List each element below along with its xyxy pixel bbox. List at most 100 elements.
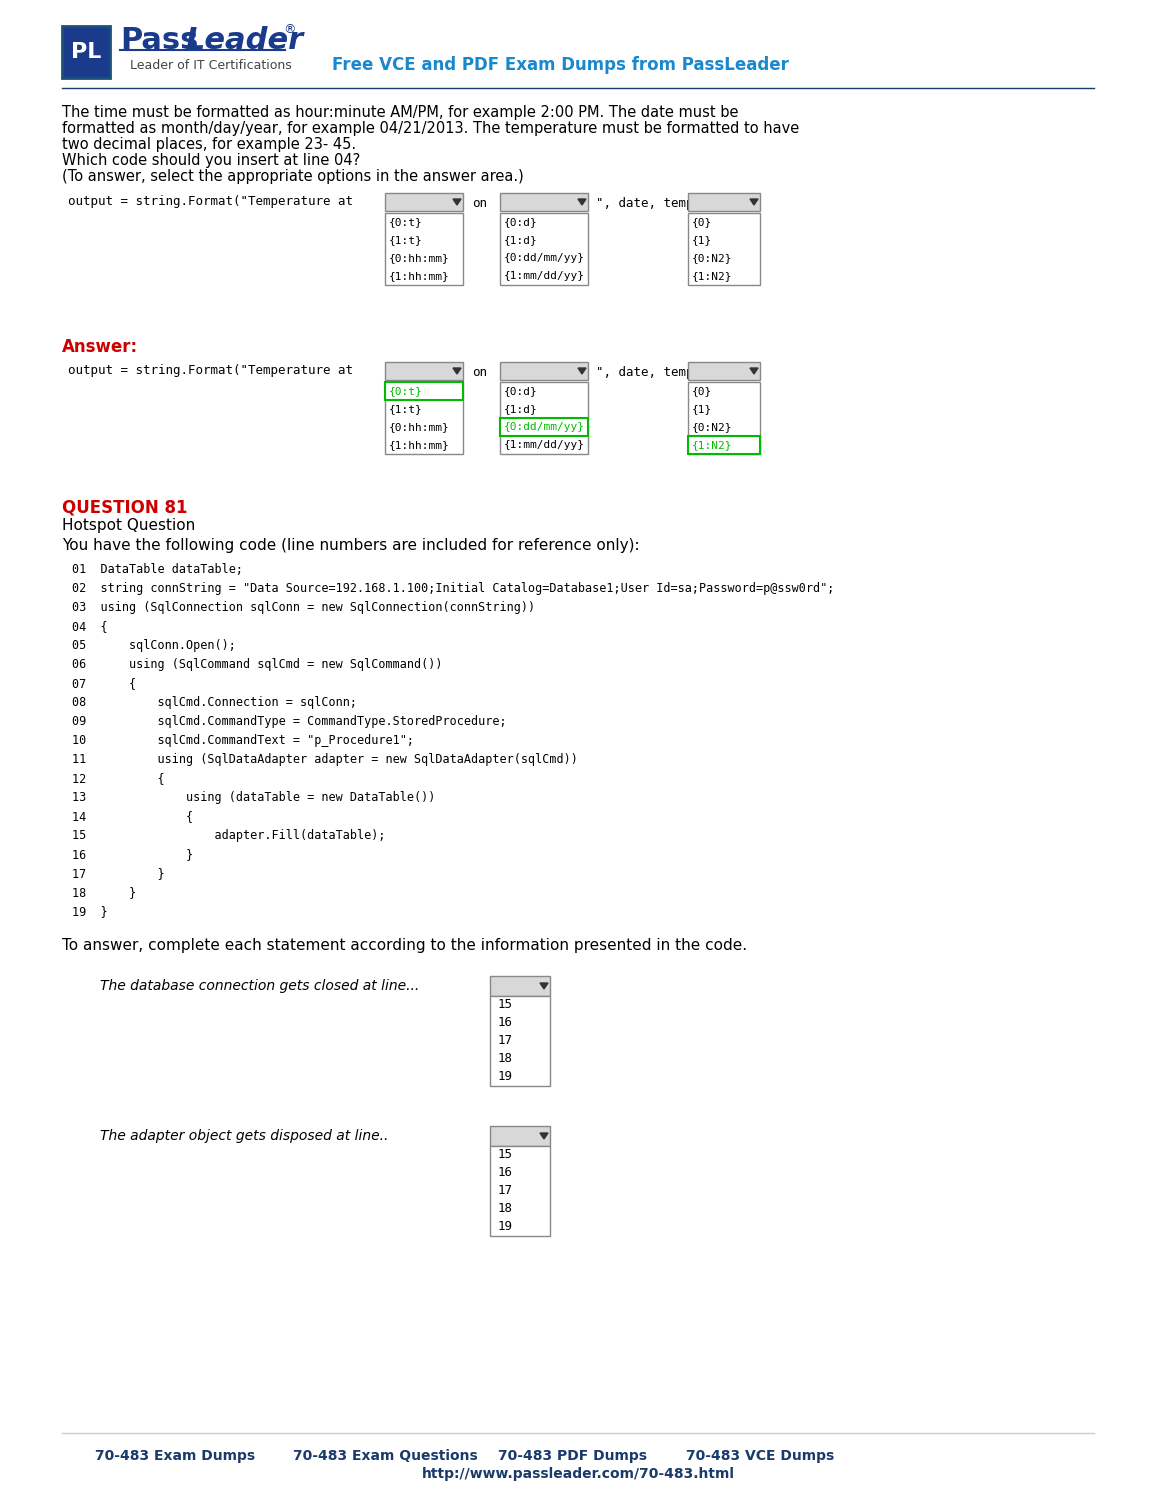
Bar xyxy=(501,193,588,211)
Text: {0}: {0} xyxy=(692,217,712,227)
Text: on: on xyxy=(472,197,487,209)
Text: 08          sqlCmd.Connection = sqlConn;: 08 sqlCmd.Connection = sqlConn; xyxy=(72,696,357,709)
Text: 18: 18 xyxy=(498,1053,513,1065)
Text: 09          sqlCmd.CommandType = CommandType.StoredProcedure;: 09 sqlCmd.CommandType = CommandType.Stor… xyxy=(72,715,506,729)
Text: 16: 16 xyxy=(498,1167,513,1179)
Text: Leader of IT Certifications: Leader of IT Certifications xyxy=(129,58,291,72)
Text: To answer, complete each statement according to the information presented in the: To answer, complete each statement accor… xyxy=(62,938,747,953)
Bar xyxy=(385,381,464,399)
Text: 19  }: 19 } xyxy=(72,905,108,919)
Text: {1}: {1} xyxy=(692,404,712,414)
Bar xyxy=(385,193,464,211)
Text: 16: 16 xyxy=(498,1016,513,1029)
Text: {1:hh:mm}: {1:hh:mm} xyxy=(390,271,450,281)
Text: {1}: {1} xyxy=(692,235,712,245)
Text: 70-483 Exam Dumps: 70-483 Exam Dumps xyxy=(95,1450,255,1463)
Text: output = string.Format("Temperature at: output = string.Format("Temperature at xyxy=(68,364,353,377)
Polygon shape xyxy=(453,368,461,374)
Text: two decimal places, for example 23- 45.: two decimal places, for example 23- 45. xyxy=(62,138,356,153)
Bar xyxy=(490,1126,550,1146)
Bar xyxy=(688,435,759,453)
Text: ", date, temp): ", date, temp) xyxy=(596,197,701,209)
Text: 16              }: 16 } xyxy=(72,848,193,862)
Text: on: on xyxy=(472,367,487,378)
Text: 18      }: 18 } xyxy=(72,886,136,899)
Text: (To answer, select the appropriate options in the answer area.): (To answer, select the appropriate optio… xyxy=(62,169,524,184)
Text: {1:mm/dd/yy}: {1:mm/dd/yy} xyxy=(504,271,585,281)
Text: {0:d}: {0:d} xyxy=(504,217,538,227)
Text: formatted as month/day/year, for example 04/21/2013. The temperature must be for: formatted as month/day/year, for example… xyxy=(62,121,799,136)
Text: 02  string connString = "Data Source=192.168.1.100;Initial Catalog=Database1;Use: 02 string connString = "Data Source=192.… xyxy=(72,582,835,595)
Text: {1:d}: {1:d} xyxy=(504,235,538,245)
Polygon shape xyxy=(578,368,586,374)
Text: Free VCE and PDF Exam Dumps from PassLeader: Free VCE and PDF Exam Dumps from PassLea… xyxy=(332,55,788,73)
Text: 17: 17 xyxy=(498,1035,513,1047)
Text: 18: 18 xyxy=(498,1203,513,1215)
Text: {0:N2}: {0:N2} xyxy=(692,253,733,263)
Text: {1:N2}: {1:N2} xyxy=(692,440,733,450)
Text: output = string.Format("Temperature at: output = string.Format("Temperature at xyxy=(68,194,353,208)
Text: 17: 17 xyxy=(498,1185,513,1197)
Text: Pass: Pass xyxy=(120,25,199,54)
Text: You have the following code (line numbers are included for reference only):: You have the following code (line number… xyxy=(62,539,639,554)
Text: Which code should you insert at line 04?: Which code should you insert at line 04? xyxy=(62,153,361,168)
Bar xyxy=(688,212,759,286)
Text: {0:N2}: {0:N2} xyxy=(692,422,733,432)
Text: {0:dd/mm/yy}: {0:dd/mm/yy} xyxy=(504,253,585,263)
Text: Answer:: Answer: xyxy=(62,338,138,356)
Text: 03  using (SqlConnection sqlConn = new SqlConnection(connString)): 03 using (SqlConnection sqlConn = new Sq… xyxy=(72,601,535,613)
Text: {0:d}: {0:d} xyxy=(504,386,538,396)
Text: 70-483 Exam Questions: 70-483 Exam Questions xyxy=(292,1450,477,1463)
Text: 05      sqlConn.Open();: 05 sqlConn.Open(); xyxy=(72,639,236,652)
Text: {1:hh:mm}: {1:hh:mm} xyxy=(390,440,450,450)
Bar xyxy=(501,381,588,453)
Text: {0:t}: {0:t} xyxy=(390,386,423,396)
Text: 10          sqlCmd.CommandText = "p_Procedure1";: 10 sqlCmd.CommandText = "p_Procedure1"; xyxy=(72,735,414,747)
Bar xyxy=(501,362,588,380)
Text: PL: PL xyxy=(71,42,102,61)
Text: {1:d}: {1:d} xyxy=(504,404,538,414)
Bar xyxy=(385,381,464,453)
Bar xyxy=(501,212,588,286)
Text: {0:hh:mm}: {0:hh:mm} xyxy=(390,422,450,432)
Bar xyxy=(688,362,759,380)
Text: 07      {: 07 { xyxy=(72,678,136,690)
Bar xyxy=(490,1146,550,1236)
Text: 70-483 PDF Dumps: 70-483 PDF Dumps xyxy=(498,1450,647,1463)
Polygon shape xyxy=(578,199,586,205)
Text: 11          using (SqlDataAdapter adapter = new SqlDataAdapter(sqlCmd)): 11 using (SqlDataAdapter adapter = new S… xyxy=(72,752,578,766)
Text: 15                  adapter.Fill(dataTable);: 15 adapter.Fill(dataTable); xyxy=(72,829,385,842)
Polygon shape xyxy=(453,199,461,205)
Bar xyxy=(688,193,759,211)
Polygon shape xyxy=(540,983,548,989)
Text: {1:t}: {1:t} xyxy=(390,404,423,414)
Text: {1:N2}: {1:N2} xyxy=(692,271,733,281)
Text: 12          {: 12 { xyxy=(72,772,164,785)
Text: {0:hh:mm}: {0:hh:mm} xyxy=(390,253,450,263)
Text: The database connection gets closed at line...: The database connection gets closed at l… xyxy=(101,978,420,993)
Bar xyxy=(385,362,464,380)
Text: Leader: Leader xyxy=(185,25,303,54)
Text: {0}: {0} xyxy=(692,386,712,396)
Bar xyxy=(490,996,550,1086)
Bar xyxy=(385,212,464,286)
Text: {0:t}: {0:t} xyxy=(390,217,423,227)
Bar xyxy=(501,417,588,435)
Text: 17          }: 17 } xyxy=(72,868,164,880)
Text: {1:t}: {1:t} xyxy=(390,235,423,245)
Text: Hotspot Question: Hotspot Question xyxy=(62,518,195,533)
Polygon shape xyxy=(750,368,758,374)
Text: ®: ® xyxy=(283,24,296,36)
Text: QUESTION 81: QUESTION 81 xyxy=(62,498,187,516)
Text: 70-483 VCE Dumps: 70-483 VCE Dumps xyxy=(686,1450,835,1463)
Text: 19: 19 xyxy=(498,1221,513,1234)
Text: The time must be formatted as hour:minute AM/PM, for example 2:00 PM. The date m: The time must be formatted as hour:minut… xyxy=(62,105,739,120)
Text: 01  DataTable dataTable;: 01 DataTable dataTable; xyxy=(72,562,243,576)
Text: 04  {: 04 { xyxy=(72,619,108,633)
Text: 06      using (SqlCommand sqlCmd = new SqlCommand()): 06 using (SqlCommand sqlCmd = new SqlCom… xyxy=(72,658,443,672)
Text: 13              using (dataTable = new DataTable()): 13 using (dataTable = new DataTable()) xyxy=(72,791,436,803)
Text: {1:mm/dd/yy}: {1:mm/dd/yy} xyxy=(504,440,585,450)
Text: The adapter object gets disposed at line..: The adapter object gets disposed at line… xyxy=(101,1129,388,1143)
Bar xyxy=(490,975,550,996)
Polygon shape xyxy=(540,1132,548,1138)
